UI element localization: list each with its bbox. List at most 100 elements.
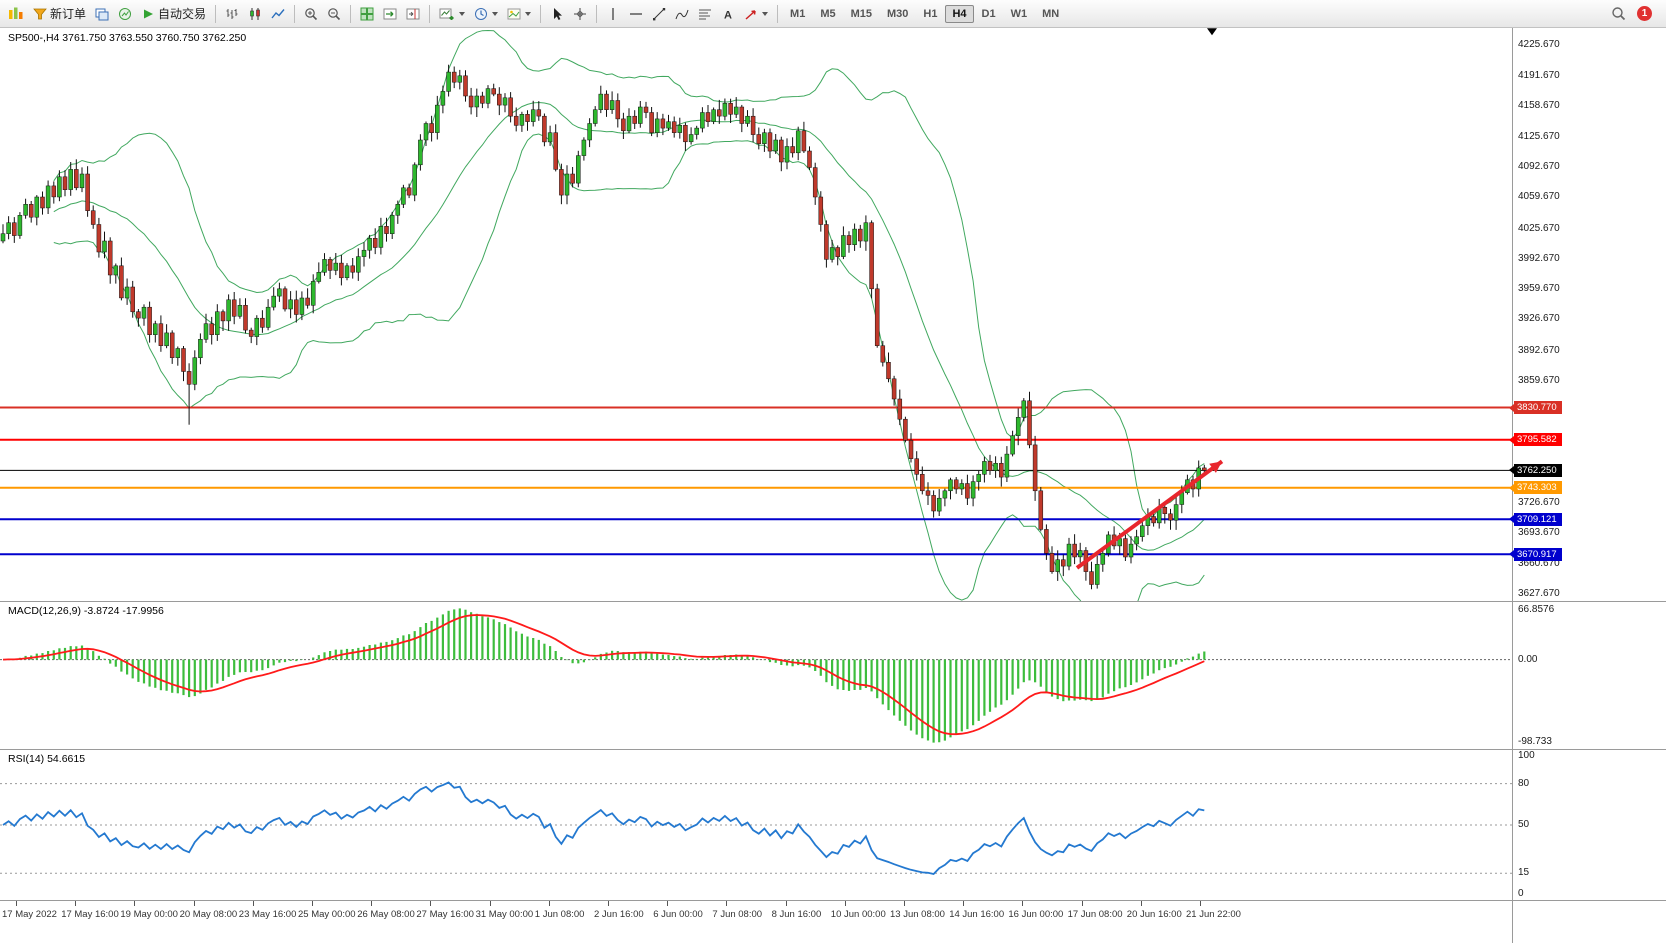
candle-body — [119, 265, 124, 299]
timeframe-m5[interactable]: M5 — [820, 7, 836, 20]
timeframe-h4[interactable]: H4 — [945, 4, 974, 23]
channel-button[interactable] — [671, 3, 693, 25]
candle-body — [1010, 435, 1015, 455]
panel-separator[interactable] — [0, 749, 1666, 750]
candle-body — [976, 474, 981, 482]
time-label[interactable]: 16 Jun 00:00 — [1008, 909, 1064, 920]
time-label[interactable]: 1 Jun 08:00 — [534, 909, 585, 920]
dropdown-caret-icon — [492, 11, 499, 16]
time-label[interactable]: 6 Jun 00:00 — [653, 909, 703, 920]
crosshair-button[interactable] — [569, 3, 591, 25]
panel-separator[interactable] — [0, 601, 1666, 602]
candle-body — [28, 204, 34, 218]
time-label[interactable]: 7 Jun 08:00 — [712, 909, 763, 920]
candle-body — [136, 311, 141, 319]
bar-chart-button[interactable] — [221, 3, 243, 25]
time-label[interactable]: 31 May 00:00 — [475, 909, 534, 920]
vertical-line-button[interactable] — [602, 3, 624, 25]
time-label[interactable]: 26 May 08:00 — [357, 909, 415, 920]
new-chart-button[interactable] — [435, 3, 469, 25]
new-order-label: 新订单 — [50, 7, 87, 21]
candle-body — [113, 265, 119, 276]
time-label[interactable]: 25 May 00:00 — [298, 909, 356, 920]
time-label[interactable]: 20 May 08:00 — [179, 909, 238, 920]
fibonacci-button[interactable] — [694, 3, 716, 25]
time-tick — [667, 901, 669, 906]
tile-windows-button[interactable] — [356, 3, 378, 25]
toolbar: 新订单 自动交易 — [0, 0, 1666, 28]
candle-body — [959, 483, 965, 490]
timeframe-d1[interactable]: D1 — [981, 7, 996, 20]
time-tick — [548, 901, 550, 906]
text-icon: A — [724, 9, 732, 21]
candle-body — [818, 196, 824, 225]
quotes-button[interactable] — [114, 3, 136, 25]
trendline-button[interactable] — [648, 3, 670, 25]
time-label[interactable]: 19 May 00:00 — [120, 909, 178, 920]
trend-arrow[interactable] — [1075, 459, 1224, 570]
horizontal-line-button[interactable] — [625, 3, 647, 25]
zoom-out-button[interactable] — [323, 3, 345, 25]
price-tick: 4225.670 — [1518, 38, 1560, 50]
profiles-button[interactable] — [470, 3, 502, 25]
chart-windows-button[interactable] — [91, 3, 113, 25]
time-label[interactable]: 13 Jun 08:00 — [890, 909, 945, 920]
candle-body — [982, 461, 987, 475]
zoom-in-button[interactable] — [300, 3, 322, 25]
timeframe-mn[interactable]: MN — [1042, 7, 1060, 20]
line-chart-button[interactable] — [267, 3, 289, 25]
autotrade-button[interactable]: 自动交易 — [137, 3, 210, 25]
timeframe-m15[interactable]: M15 — [850, 7, 872, 20]
timeframe-m30[interactable]: M30 — [887, 7, 909, 20]
indicators-button[interactable] — [503, 3, 535, 25]
macd-panel[interactable] — [0, 602, 1512, 749]
time-label[interactable]: 14 Jun 16:00 — [949, 909, 1005, 920]
time-label[interactable]: 21 Jun 22:00 — [1186, 909, 1241, 920]
notification-badge[interactable]: 1 — [1637, 6, 1652, 21]
candle-body — [1100, 553, 1106, 565]
time-label[interactable]: 10 Jun 00:00 — [830, 909, 886, 920]
price-tick: 4025.670 — [1518, 222, 1560, 234]
candle-body — [1044, 529, 1049, 554]
time-label[interactable]: 27 May 16:00 — [416, 909, 474, 920]
candlestick-chart-button[interactable] — [244, 3, 266, 25]
candle-body — [254, 317, 260, 337]
chart-area[interactable]: SP500-,H4 3761.750 3763.550 3760.750 376… — [0, 28, 1512, 943]
main-chart-panel[interactable] — [0, 28, 1512, 601]
timeframe-w1[interactable]: W1 — [1010, 7, 1028, 20]
candle-body — [23, 204, 28, 216]
cursor-button[interactable] — [546, 3, 568, 25]
auto-scroll-button[interactable] — [379, 3, 401, 25]
candle-body — [51, 185, 57, 198]
candle-body — [1162, 507, 1168, 514]
macd-histogram — [7, 608, 1206, 743]
time-axis[interactable]: 17 May 2022 17 May 16:00 19 May 00:00 20 Ma… — [0, 901, 1512, 943]
price-axis[interactable]: 4225.670 4191.670 4158.670 4125.670 4092.670… — [1509, 0, 1666, 943]
price-tick: 4092.670 — [1518, 161, 1560, 172]
time-label[interactable]: 17 Jun 08:00 — [1067, 909, 1123, 920]
candle-body — [147, 306, 152, 335]
timeframe-h1[interactable]: H1 — [923, 7, 938, 20]
candle-body — [169, 332, 175, 358]
fibonacci-icon — [699, 9, 712, 19]
text-button[interactable]: A — [717, 3, 739, 25]
timeframe-m1[interactable]: M1 — [790, 7, 806, 20]
app-logo-button[interactable] — [4, 3, 28, 25]
time-label[interactable]: 8 Jun 16:00 — [771, 909, 822, 920]
time-label[interactable]: 23 May 16:00 — [238, 909, 297, 920]
new-order-button[interactable]: 新订单 — [29, 3, 90, 25]
time-tick — [75, 901, 77, 906]
time-label[interactable]: 20 Jun 16:00 — [1126, 909, 1182, 920]
rsi-panel[interactable] — [0, 750, 1512, 900]
indicator-axis-label: -98.733 — [1518, 736, 1552, 747]
object-marker[interactable] — [1207, 28, 1217, 36]
candle-body — [350, 265, 355, 273]
time-tick — [1200, 901, 1201, 906]
arrows-button[interactable] — [740, 3, 772, 25]
autotrade-label: 自动交易 — [158, 7, 207, 21]
chart-shift-button[interactable] — [402, 3, 424, 25]
search-button[interactable] — [1607, 3, 1630, 25]
time-label[interactable]: 17 May 16:00 — [61, 909, 119, 920]
time-label[interactable]: 17 May 2022 — [2, 909, 57, 920]
time-label[interactable]: 2 Jun 16:00 — [594, 909, 644, 920]
